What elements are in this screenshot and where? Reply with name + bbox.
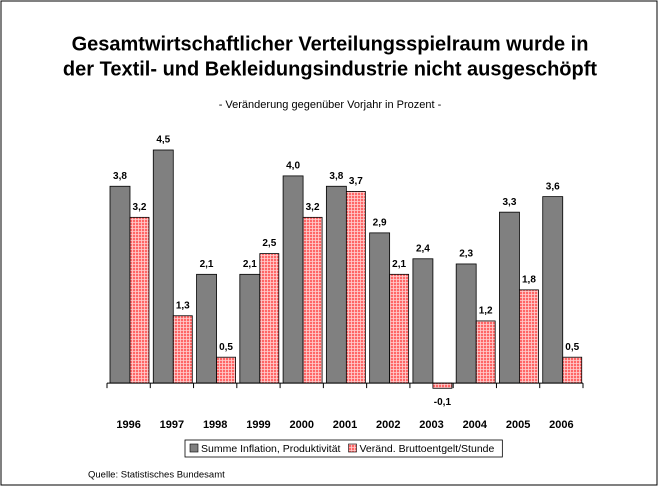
value-label: -0,1 xyxy=(434,397,452,408)
bar xyxy=(369,232,391,384)
value-label: 4,0 xyxy=(286,161,300,172)
legend-swatch xyxy=(189,443,199,453)
value-label: 2,1 xyxy=(200,259,214,270)
bar xyxy=(196,273,217,384)
bar xyxy=(542,196,564,384)
x-tick-label: 2001 xyxy=(333,419,357,431)
value-label: 2,1 xyxy=(392,259,406,270)
value-label: 1,3 xyxy=(176,300,190,311)
value-label: 3,6 xyxy=(546,181,560,192)
value-label: 3,8 xyxy=(113,171,127,182)
x-tick-label: 2006 xyxy=(549,419,573,431)
x-tick-label: 1996 xyxy=(116,419,140,431)
legend-label: Veränd. Bruttoentgelt/Stunde xyxy=(359,443,494,455)
bar xyxy=(432,382,453,389)
bar xyxy=(172,315,193,384)
legend xyxy=(184,439,503,458)
value-label: 2,4 xyxy=(416,243,430,254)
value-label: 2,3 xyxy=(459,249,473,260)
bar xyxy=(499,211,520,384)
value-label: 2,1 xyxy=(243,259,257,270)
value-label: 0,5 xyxy=(565,342,579,353)
bar xyxy=(345,191,366,384)
value-label: 4,5 xyxy=(156,135,170,146)
value-label: 3,8 xyxy=(329,171,343,182)
value-label: 1,2 xyxy=(479,306,493,317)
bar xyxy=(239,273,261,384)
value-label: 2,5 xyxy=(262,238,276,249)
bar xyxy=(152,149,174,384)
x-tick-label: 2002 xyxy=(376,419,400,431)
x-tick-label: 2000 xyxy=(289,419,313,431)
bar xyxy=(282,175,304,384)
bar xyxy=(562,356,583,384)
bar xyxy=(259,253,280,384)
bar xyxy=(109,185,131,384)
x-tick-label: 1997 xyxy=(160,419,184,431)
x-tick-label: 1998 xyxy=(203,419,227,431)
legend-label: Summe Inflation, Produktivität xyxy=(201,443,341,455)
bar xyxy=(455,263,477,384)
bar xyxy=(325,185,347,384)
value-label: 1,8 xyxy=(522,275,536,286)
x-tick-label: 2003 xyxy=(419,419,443,431)
x-tick-label: 2004 xyxy=(463,419,488,431)
bar xyxy=(475,320,496,384)
bar xyxy=(389,273,410,384)
legend-swatch xyxy=(348,443,357,453)
bar xyxy=(412,258,434,384)
bar xyxy=(129,216,150,384)
value-label: 3,3 xyxy=(503,197,517,208)
chart-title: der Textil- und Bekleidungsindustrie nic… xyxy=(63,58,597,80)
bar xyxy=(519,289,539,384)
x-tick-label: 2005 xyxy=(506,419,530,431)
value-label: 2,9 xyxy=(373,218,387,229)
value-label: 0,5 xyxy=(219,342,233,353)
bar xyxy=(302,216,323,384)
chart-title: Gesamtwirtschaftlicher Verteilungsspielr… xyxy=(72,33,589,55)
source: Quelle: Statistisches Bundesamt xyxy=(88,470,225,481)
subtitle: - Veränderung gegenüber Vorjahr in Proze… xyxy=(219,99,442,111)
value-label: 3,2 xyxy=(133,202,147,213)
bar xyxy=(216,356,236,384)
x-tick-label: 1999 xyxy=(246,419,270,431)
value-label: 3,2 xyxy=(306,202,320,213)
value-label: 3,7 xyxy=(349,176,363,187)
